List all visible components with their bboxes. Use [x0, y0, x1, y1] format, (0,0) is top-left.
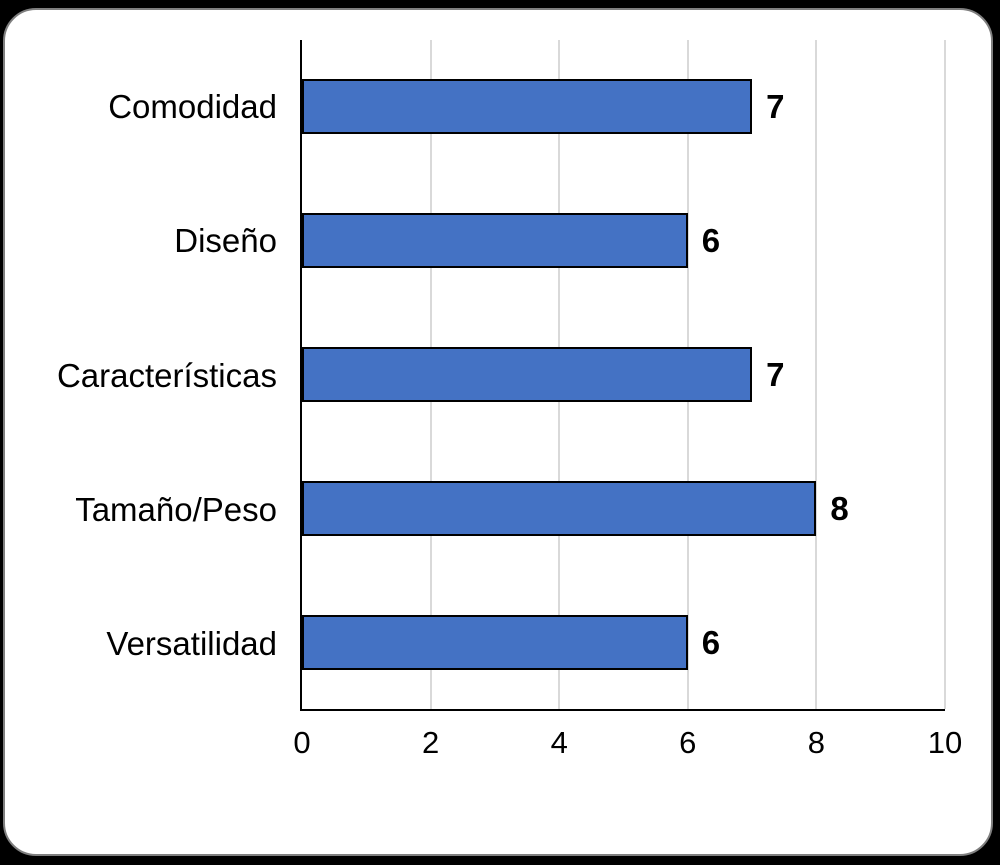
bar: [302, 614, 688, 670]
x-axis-tick-labels: 0 2 4 6 8 10: [293, 722, 962, 764]
x-tick-label: 4: [550, 725, 568, 760]
value-label: 8: [830, 489, 849, 527]
category-label: Versatilidad: [106, 624, 277, 662]
category-axis-labels: Comodidad Diseño Características Tamaño/Pes…: [20, 40, 277, 711]
x-tick-label: 2: [421, 725, 440, 760]
value-label: 6: [701, 222, 721, 260]
bar: [302, 79, 753, 135]
bar: [302, 213, 688, 269]
value-label: 6: [701, 623, 721, 661]
category-label: Características: [56, 356, 277, 394]
chart-card: [3, 8, 993, 856]
bar: [302, 480, 817, 536]
category-label: Comodidad: [108, 88, 277, 126]
value-label: 7: [766, 88, 785, 126]
bar-row: 7: [302, 308, 945, 442]
value-label: 7: [766, 355, 785, 393]
x-tick-label: 0: [293, 725, 311, 760]
bar-series: 7 6 7 8 6: [302, 40, 945, 709]
bar-row: 6: [302, 174, 945, 308]
category-label: Diseño: [174, 222, 277, 260]
bar-row: 6: [302, 575, 945, 709]
category-label: Tamaño/Peso: [75, 490, 277, 528]
plot-area: 7 6 7 8 6: [300, 40, 946, 711]
bar-row: 7: [302, 40, 945, 174]
bar: [302, 346, 753, 402]
bar-row: 8: [302, 441, 945, 575]
x-tick-label: 6: [679, 725, 697, 760]
x-tick-label: 8: [807, 725, 826, 760]
gridline: [944, 40, 946, 709]
gridline: [815, 40, 818, 709]
x-tick-label: 10: [927, 725, 963, 760]
